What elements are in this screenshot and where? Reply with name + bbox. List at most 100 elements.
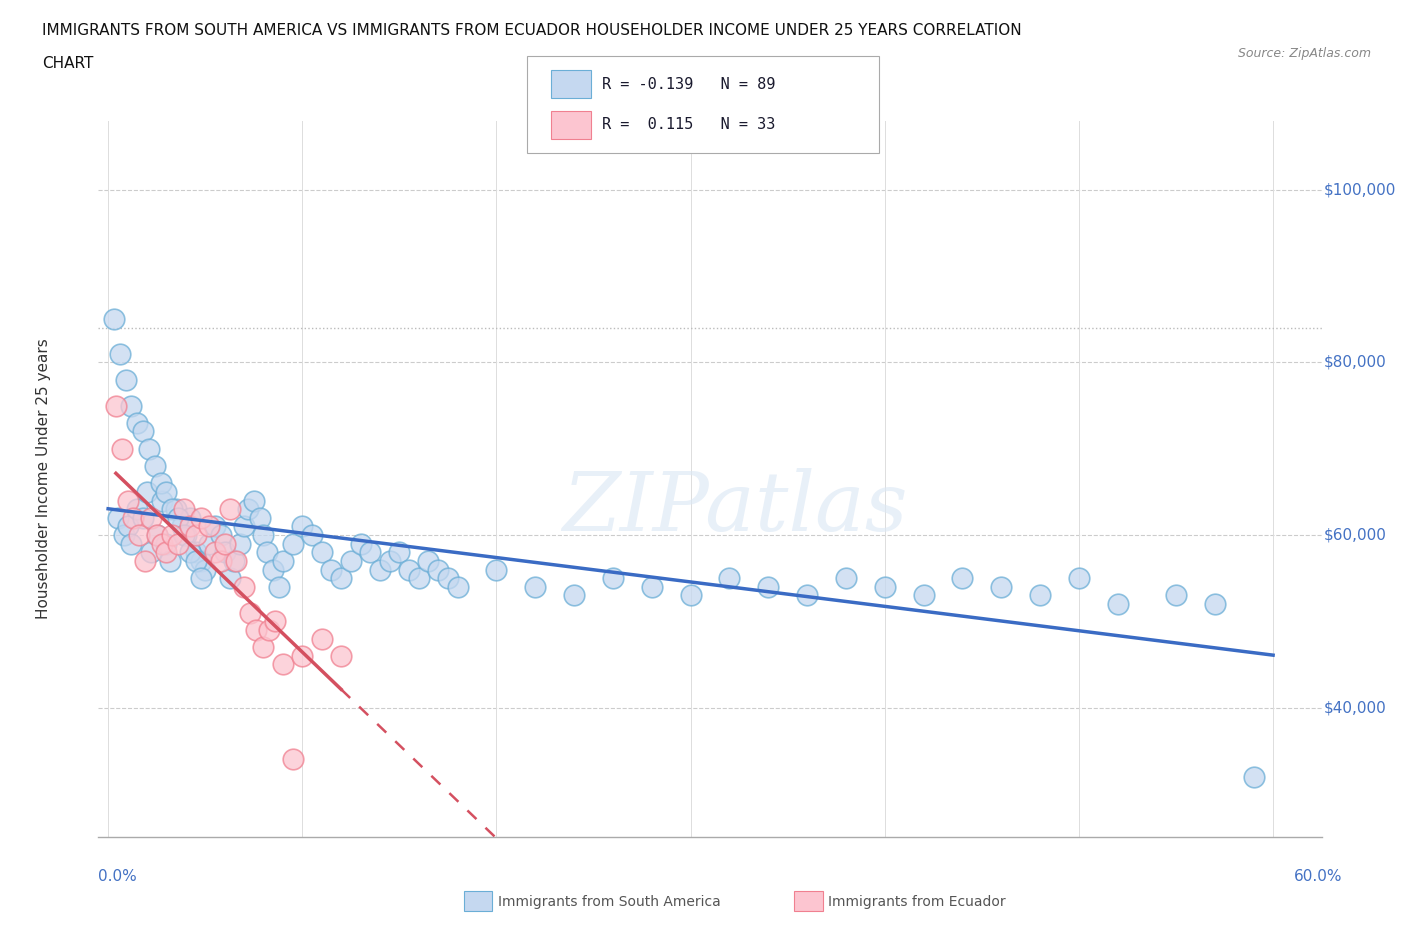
Point [214, 537, 236, 551]
Point [301, 527, 323, 542]
Point [756, 579, 779, 594]
Point [835, 571, 858, 586]
Point [104, 398, 127, 413]
Point [281, 752, 304, 767]
Point [170, 519, 193, 534]
Text: R =  0.115   N = 33: R = 0.115 N = 33 [602, 117, 775, 132]
Point [127, 416, 149, 431]
Point [160, 501, 183, 516]
Point [112, 527, 135, 542]
Point [117, 493, 139, 508]
Point [107, 511, 129, 525]
Point [524, 579, 547, 594]
Point [190, 553, 212, 568]
Point [145, 527, 167, 542]
Point [912, 588, 935, 603]
Point [155, 485, 177, 499]
Point [122, 511, 145, 525]
Point [249, 511, 271, 525]
Point [233, 519, 256, 534]
Text: ZIPatlas: ZIPatlas [562, 468, 907, 548]
Point [190, 511, 212, 525]
Point [134, 553, 156, 568]
Point [321, 562, 343, 577]
Point [155, 545, 177, 560]
Text: Immigrants from Ecuador: Immigrants from Ecuador [828, 895, 1005, 910]
Point [120, 537, 142, 551]
Point [128, 527, 150, 542]
Point [340, 553, 363, 568]
Point [179, 511, 201, 525]
Point [245, 622, 267, 637]
Point [225, 553, 247, 568]
Point [267, 579, 290, 594]
Point [194, 562, 217, 577]
Point [173, 527, 195, 542]
Point [796, 588, 818, 603]
Point [190, 571, 212, 586]
Point [152, 537, 174, 551]
Point [271, 657, 294, 671]
Point [1029, 588, 1052, 603]
Point [209, 527, 232, 542]
Point [236, 501, 259, 516]
Point [136, 485, 159, 499]
Point [139, 511, 162, 525]
Point [873, 579, 896, 594]
Point [165, 501, 187, 516]
Point [378, 553, 401, 568]
Text: $40,000: $40,000 [1324, 700, 1386, 715]
Point [408, 571, 430, 586]
Point [718, 571, 741, 586]
Point [602, 571, 624, 586]
Point [679, 588, 702, 603]
Point [139, 545, 162, 560]
Point [167, 537, 190, 551]
Point [262, 562, 284, 577]
Point [160, 527, 183, 542]
Point [256, 545, 278, 560]
Point [1164, 588, 1187, 603]
Text: $80,000: $80,000 [1324, 355, 1386, 370]
Text: 0.0%: 0.0% [98, 869, 138, 883]
Point [114, 372, 136, 387]
Point [155, 537, 177, 551]
Point [167, 511, 190, 525]
Point [1107, 597, 1129, 612]
Point [117, 519, 139, 534]
Point [641, 579, 664, 594]
Point [291, 648, 314, 663]
Point [108, 346, 131, 361]
Point [120, 398, 142, 413]
Point [398, 562, 420, 577]
Point [330, 648, 353, 663]
Text: IMMIGRANTS FROM SOUTH AMERICA VS IMMIGRANTS FROM ECUADOR HOUSEHOLDER INCOME UNDE: IMMIGRANTS FROM SOUTH AMERICA VS IMMIGRA… [42, 23, 1022, 38]
Point [368, 562, 391, 577]
Point [111, 442, 134, 457]
Point [209, 553, 232, 568]
Point [138, 442, 160, 457]
Point [252, 640, 274, 655]
Point [485, 562, 508, 577]
Text: CHART: CHART [42, 56, 94, 71]
Point [219, 571, 242, 586]
Point [330, 571, 353, 586]
Point [145, 527, 167, 542]
Point [174, 527, 197, 542]
Point [1243, 769, 1265, 784]
Point [1204, 597, 1226, 612]
Point [214, 545, 236, 560]
Point [132, 511, 155, 525]
Point [437, 571, 460, 586]
Point [179, 545, 201, 560]
Text: Immigrants from South America: Immigrants from South America [498, 895, 720, 910]
Point [359, 545, 381, 560]
Point [184, 545, 207, 560]
Point [198, 537, 221, 551]
Point [184, 527, 207, 542]
Point [446, 579, 468, 594]
Point [204, 545, 226, 560]
Point [127, 501, 149, 516]
Point [143, 458, 166, 473]
Point [952, 571, 974, 586]
